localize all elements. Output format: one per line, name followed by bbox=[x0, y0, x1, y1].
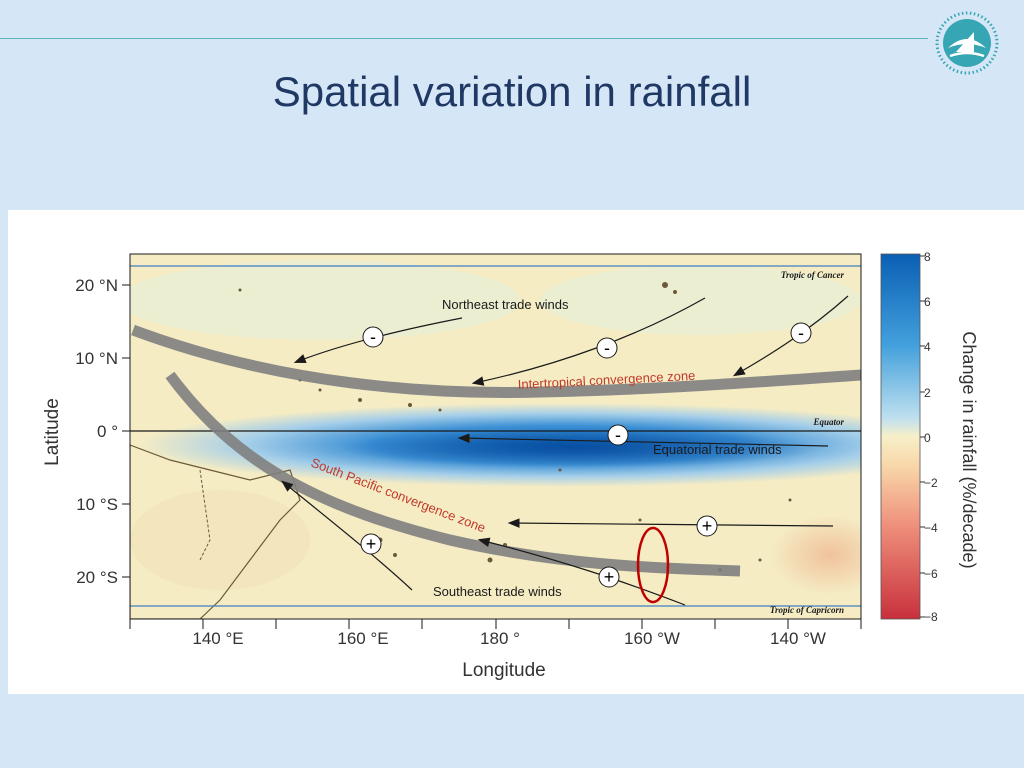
wind-sign: - bbox=[798, 323, 804, 343]
sprep-logo-icon bbox=[935, 11, 999, 75]
x-axis-ticks bbox=[129, 619, 862, 629]
x-tick-label: 140 °W bbox=[770, 629, 826, 648]
colorbar-tick-label: −8 bbox=[924, 610, 938, 624]
colorbar-tick-label: −4 bbox=[924, 521, 938, 535]
equator-label: Equator bbox=[812, 417, 844, 427]
dry-anomaly bbox=[770, 515, 861, 595]
colorbar-tick-label: 6 bbox=[924, 295, 931, 309]
colorbar-tick-label: 0 bbox=[924, 431, 931, 445]
y-tick-label: 0 ° bbox=[97, 422, 118, 441]
wind-sign: - bbox=[615, 425, 621, 445]
x-tick-label: 160 °E bbox=[337, 629, 388, 648]
x-tick-label: 140 °E bbox=[192, 629, 243, 648]
wind-sign: + bbox=[604, 567, 615, 587]
colorbar-label: Change in rainfall (%/decade) bbox=[959, 331, 979, 568]
wind-sign: + bbox=[702, 516, 713, 536]
southeast-trade-winds-label: Southeast trade winds bbox=[433, 584, 562, 599]
colorbar-tick-label: 4 bbox=[924, 340, 931, 354]
colorbar-tick-label: −2 bbox=[924, 476, 938, 490]
colorbar-tick-label: 8 bbox=[924, 250, 931, 264]
x-tick-label: 180 ° bbox=[480, 629, 520, 648]
header-rule bbox=[0, 38, 928, 39]
wind-sign: - bbox=[370, 327, 376, 347]
itcz-band bbox=[131, 324, 861, 398]
y-tick-label: 10 °S bbox=[76, 495, 118, 514]
wind-sign: + bbox=[366, 534, 377, 554]
tropic-of-capricorn-label: Tropic of Capricorn bbox=[770, 605, 844, 615]
wind-arrows bbox=[281, 295, 849, 606]
y-tick-label: 20 °S bbox=[76, 568, 118, 587]
rainfall-map: - - - - + + + Northeast trade winds Equa… bbox=[130, 254, 861, 619]
slide-title: Spatial variation in rainfall bbox=[272, 68, 752, 115]
colorbar-tick-label: −6 bbox=[924, 567, 938, 581]
x-axis-label: Longitude bbox=[462, 660, 545, 681]
colorbar-ticks bbox=[920, 255, 925, 618]
colorbar-tick-label: 2 bbox=[924, 386, 931, 400]
colorbar bbox=[880, 253, 921, 620]
equatorial-trade-winds-label: Equatorial trade winds bbox=[653, 442, 782, 457]
x-tick-label: 160 °W bbox=[624, 629, 680, 648]
wind-sign: - bbox=[604, 338, 610, 358]
tropic-of-cancer-label: Tropic of Cancer bbox=[781, 270, 845, 280]
northeast-trade-winds-label: Northeast trade winds bbox=[442, 297, 569, 312]
spcz-band bbox=[165, 371, 741, 577]
highlight-ellipse bbox=[636, 526, 670, 604]
y-tick-label: 10 °N bbox=[75, 349, 118, 368]
y-axis-ticks bbox=[122, 284, 130, 578]
y-tick-label: 20 °N bbox=[75, 276, 118, 295]
y-axis-label: Latitude bbox=[42, 398, 63, 466]
wind-sign-markers: - - - - + + + bbox=[360, 322, 812, 588]
land-outline bbox=[130, 444, 301, 619]
